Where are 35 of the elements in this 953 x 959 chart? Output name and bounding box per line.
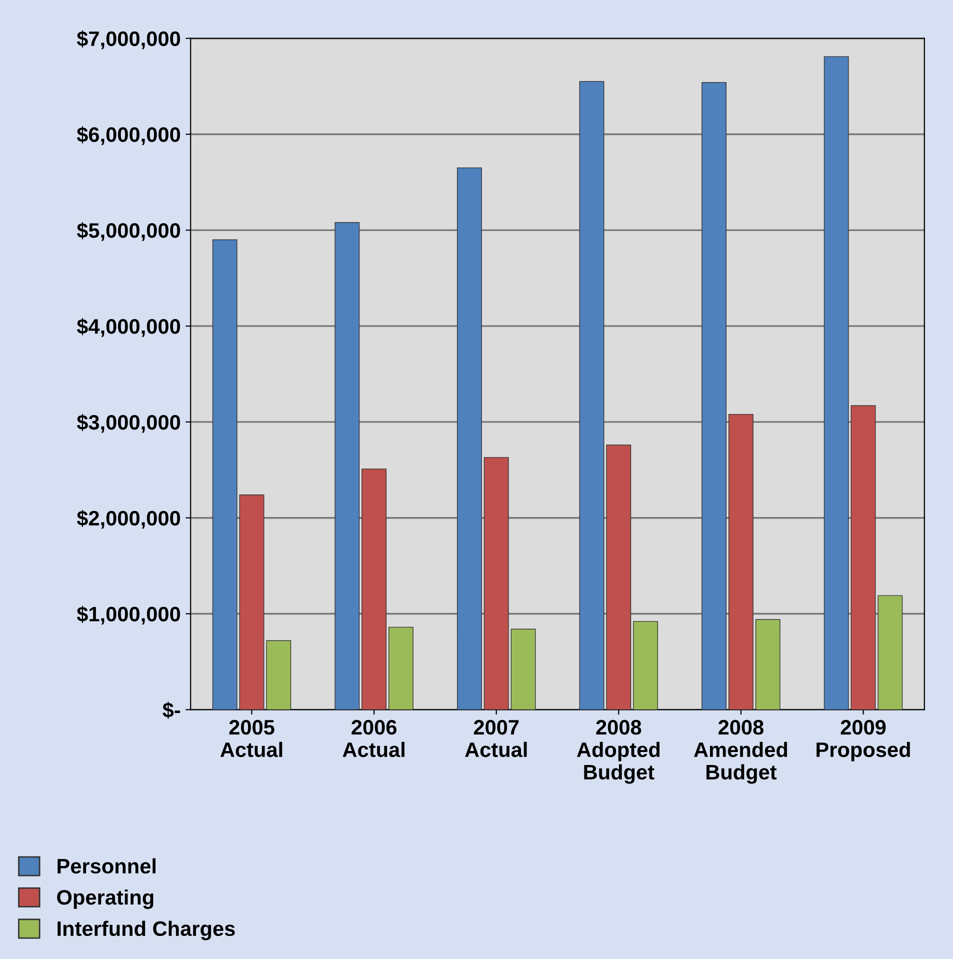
x-tick-label: 2008 Adopted Budget (576, 720, 660, 784)
y-tick-label: $3,000,000 (76, 414, 180, 433)
legend-label: Operating (57, 889, 154, 909)
bar (824, 56, 849, 710)
bar (388, 626, 414, 710)
bar (728, 414, 754, 710)
y-tick-label: $5,000,000 (76, 222, 180, 241)
x-tick-label: 2009 Proposed (816, 720, 910, 762)
x-tick-label: 2008 Amended Budget (694, 720, 788, 784)
x-tick-label: 2007 Actual (465, 720, 527, 758)
bar (702, 82, 727, 710)
bar (850, 405, 876, 710)
bar (484, 457, 509, 710)
bar (510, 628, 536, 710)
legend-label: Interfund Charges (58, 920, 235, 940)
bar (633, 621, 658, 710)
y-tick-label: $- (162, 702, 180, 719)
bar (266, 640, 292, 710)
y-tick-label: $6,000,000 (76, 126, 180, 146)
bar (334, 222, 360, 710)
bar (362, 468, 387, 710)
x-tick-label: 2006 Actual (342, 720, 404, 758)
y-tick-label: $2,000,000 (76, 510, 180, 529)
y-tick-label: $4,000,000 (76, 318, 180, 337)
bar (579, 81, 604, 710)
bar (212, 239, 238, 710)
bar (878, 595, 903, 710)
bar (755, 619, 780, 710)
bar (239, 494, 264, 710)
y-tick-label: $1,000,000 (76, 606, 180, 625)
y-tick-label: $7,000,000 (76, 30, 180, 50)
legend-label: Personnel (58, 858, 156, 874)
bar (606, 444, 632, 710)
bar (456, 167, 482, 710)
x-tick-label: 2005 Actual (220, 720, 282, 758)
